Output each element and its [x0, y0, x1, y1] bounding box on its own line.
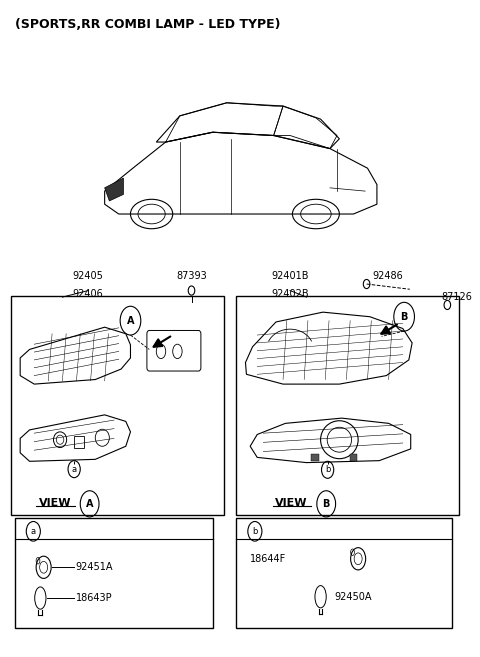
Text: 92451A: 92451A	[75, 562, 113, 572]
Bar	[236, 296, 459, 515]
Text: (SPORTS,RR COMBI LAMP - LED TYPE): (SPORTS,RR COMBI LAMP - LED TYPE)	[15, 18, 281, 31]
Text: 92402B: 92402B	[271, 289, 309, 299]
Text: 87126: 87126	[442, 292, 473, 302]
Bar	[311, 454, 319, 461]
Text: a: a	[72, 464, 77, 474]
Text: b: b	[325, 465, 330, 474]
Text: b: b	[252, 527, 258, 536]
Bar	[15, 518, 213, 628]
Text: a: a	[31, 527, 36, 536]
Text: B: B	[323, 499, 330, 509]
Text: VIEW: VIEW	[39, 497, 72, 507]
Text: B: B	[400, 311, 408, 322]
Text: VIEW: VIEW	[275, 497, 308, 507]
Text: 92405: 92405	[73, 271, 104, 281]
Text: 92406: 92406	[73, 289, 104, 299]
Bar	[236, 518, 452, 628]
Text: 18643P: 18643P	[75, 593, 112, 603]
Text: 92450A: 92450A	[335, 592, 372, 602]
Bar	[11, 296, 224, 515]
Polygon shape	[105, 178, 123, 201]
Text: A: A	[86, 499, 94, 509]
Text: A: A	[127, 315, 134, 326]
Text: 92401B: 92401B	[271, 271, 309, 281]
Text: 18644F: 18644F	[250, 554, 287, 564]
Text: 92486: 92486	[372, 271, 403, 281]
Bar	[350, 454, 357, 461]
Text: 87393: 87393	[176, 271, 207, 281]
Bar	[74, 436, 84, 447]
